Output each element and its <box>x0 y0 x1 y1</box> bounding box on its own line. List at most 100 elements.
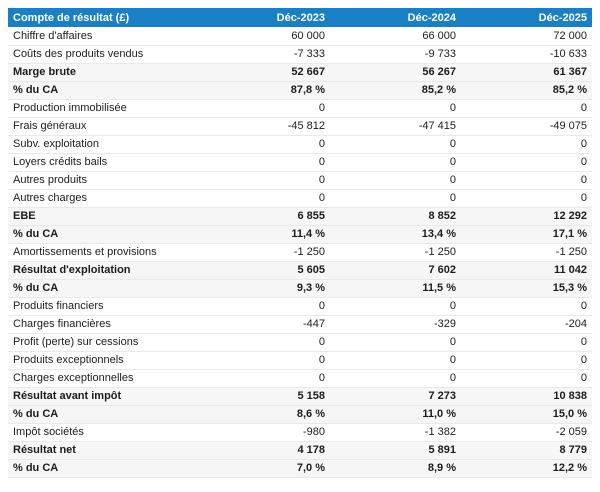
row-value-dec-2024: 0 <box>330 297 461 316</box>
row-label: Résultat avant impôt <box>8 387 199 406</box>
row-label: Marge brute <box>8 63 199 82</box>
row-label: % du CA <box>8 405 199 424</box>
income-statement-table: Compte de résultat (£) Déc-2023 Déc-2024… <box>8 8 592 478</box>
row-value-dec-2023: 0 <box>199 189 330 208</box>
column-header-dec-2025: Déc-2025 <box>461 8 592 27</box>
row-value-dec-2024: 85,2 % <box>330 81 461 100</box>
table-row: Charges financières -447 -329 -204 <box>8 315 592 334</box>
income-statement-table-container: Compte de résultat (£) Déc-2023 Déc-2024… <box>8 8 592 478</box>
table-row: Loyers crédits bails 0 0 0 <box>8 153 592 172</box>
row-value-dec-2024: 0 <box>330 153 461 172</box>
column-header-dec-2024: Déc-2024 <box>330 8 461 27</box>
row-value-dec-2024: -47 415 <box>330 117 461 136</box>
row-label: % du CA <box>8 279 199 298</box>
table-row: Produits financiers 0 0 0 <box>8 297 592 316</box>
row-label: Produits financiers <box>8 297 199 316</box>
row-label: Autres charges <box>8 189 199 208</box>
row-value-dec-2025: 0 <box>461 171 592 190</box>
row-value-dec-2024: 13,4 % <box>330 225 461 244</box>
row-value-dec-2024: 11,0 % <box>330 405 461 424</box>
table-row: Frais généraux -45 812 -47 415 -49 075 <box>8 117 592 136</box>
table-row: % du CA 8,6 % 11,0 % 15,0 % <box>8 405 592 424</box>
table-row: % du CA 9,3 % 11,5 % 15,3 % <box>8 279 592 298</box>
table-header-row: Compte de résultat (£) Déc-2023 Déc-2024… <box>8 8 592 27</box>
row-label: Charges exceptionnelles <box>8 369 199 388</box>
row-value-dec-2023: 0 <box>199 369 330 388</box>
row-value-dec-2025: 85,2 % <box>461 81 592 100</box>
table-row: Autres charges 0 0 0 <box>8 189 592 208</box>
row-value-dec-2024: 11,5 % <box>330 279 461 298</box>
row-value-dec-2024: -9 733 <box>330 45 461 64</box>
row-value-dec-2024: 66 000 <box>330 27 461 46</box>
row-value-dec-2025: -204 <box>461 315 592 334</box>
row-value-dec-2024: 0 <box>330 135 461 154</box>
table-row: Résultat avant impôt 5 158 7 273 10 838 <box>8 387 592 406</box>
row-value-dec-2023: 0 <box>199 351 330 370</box>
row-label: Loyers crédits bails <box>8 153 199 172</box>
row-label: Frais généraux <box>8 117 199 136</box>
row-value-dec-2023: -45 812 <box>199 117 330 136</box>
row-label: Subv. exploitation <box>8 135 199 154</box>
row-value-dec-2024: 56 267 <box>330 63 461 82</box>
row-value-dec-2024: 0 <box>330 189 461 208</box>
row-value-dec-2025: 72 000 <box>461 27 592 46</box>
row-value-dec-2023: -447 <box>199 315 330 334</box>
row-label: Résultat d'exploitation <box>8 261 199 280</box>
row-value-dec-2023: 7,0 % <box>199 459 330 478</box>
row-value-dec-2023: 8,6 % <box>199 405 330 424</box>
row-value-dec-2024: -1 250 <box>330 243 461 262</box>
table-row: Impôt sociétés -980 -1 382 -2 059 <box>8 423 592 442</box>
row-value-dec-2024: 0 <box>330 171 461 190</box>
row-value-dec-2025: 0 <box>461 333 592 352</box>
row-label: Production immobilisée <box>8 99 199 118</box>
row-value-dec-2025: 15,3 % <box>461 279 592 298</box>
table-row: Résultat net 4 178 5 891 8 779 <box>8 441 592 460</box>
table-row: Subv. exploitation 0 0 0 <box>8 135 592 154</box>
table-title: Compte de résultat (£) <box>8 8 199 27</box>
row-label: Coûts des produits vendus <box>8 45 199 64</box>
table-row: Profit (perte) sur cessions 0 0 0 <box>8 333 592 352</box>
row-label: Charges financières <box>8 315 199 334</box>
row-value-dec-2025: 0 <box>461 369 592 388</box>
row-value-dec-2025: 15,0 % <box>461 405 592 424</box>
row-value-dec-2023: -7 333 <box>199 45 330 64</box>
table-row: Produits exceptionnels 0 0 0 <box>8 351 592 370</box>
row-value-dec-2025: -1 250 <box>461 243 592 262</box>
row-value-dec-2023: 5 605 <box>199 261 330 280</box>
row-value-dec-2025: 10 838 <box>461 387 592 406</box>
row-value-dec-2023: 0 <box>199 153 330 172</box>
row-value-dec-2025: 61 367 <box>461 63 592 82</box>
table-body: Chiffre d'affaires 60 000 66 000 72 000 … <box>8 27 592 478</box>
table-row: % du CA 7,0 % 8,9 % 12,2 % <box>8 459 592 478</box>
row-value-dec-2023: -1 250 <box>199 243 330 262</box>
row-value-dec-2025: 0 <box>461 351 592 370</box>
row-value-dec-2023: 87,8 % <box>199 81 330 100</box>
row-value-dec-2025: 12,2 % <box>461 459 592 478</box>
row-label: % du CA <box>8 459 199 478</box>
table-row: Charges exceptionnelles 0 0 0 <box>8 369 592 388</box>
row-label: Amortissements et provisions <box>8 243 199 262</box>
row-value-dec-2023: 52 667 <box>199 63 330 82</box>
table-row: Production immobilisée 0 0 0 <box>8 99 592 118</box>
row-value-dec-2023: 0 <box>199 333 330 352</box>
row-value-dec-2023: -980 <box>199 423 330 442</box>
row-value-dec-2025: 17,1 % <box>461 225 592 244</box>
table-row: Autres produits 0 0 0 <box>8 171 592 190</box>
row-value-dec-2023: 0 <box>199 171 330 190</box>
row-label: Résultat net <box>8 441 199 460</box>
row-value-dec-2023: 9,3 % <box>199 279 330 298</box>
row-value-dec-2023: 11,4 % <box>199 225 330 244</box>
row-label: Autres produits <box>8 171 199 190</box>
row-value-dec-2023: 0 <box>199 135 330 154</box>
table-row: % du CA 87,8 % 85,2 % 85,2 % <box>8 81 592 100</box>
row-value-dec-2024: 0 <box>330 333 461 352</box>
row-value-dec-2024: 0 <box>330 99 461 118</box>
row-value-dec-2025: -2 059 <box>461 423 592 442</box>
column-header-dec-2023: Déc-2023 <box>199 8 330 27</box>
row-value-dec-2024: 0 <box>330 369 461 388</box>
row-value-dec-2023: 4 178 <box>199 441 330 460</box>
row-label: % du CA <box>8 81 199 100</box>
row-value-dec-2025: 0 <box>461 153 592 172</box>
row-value-dec-2024: 5 891 <box>330 441 461 460</box>
row-label: Profit (perte) sur cessions <box>8 333 199 352</box>
